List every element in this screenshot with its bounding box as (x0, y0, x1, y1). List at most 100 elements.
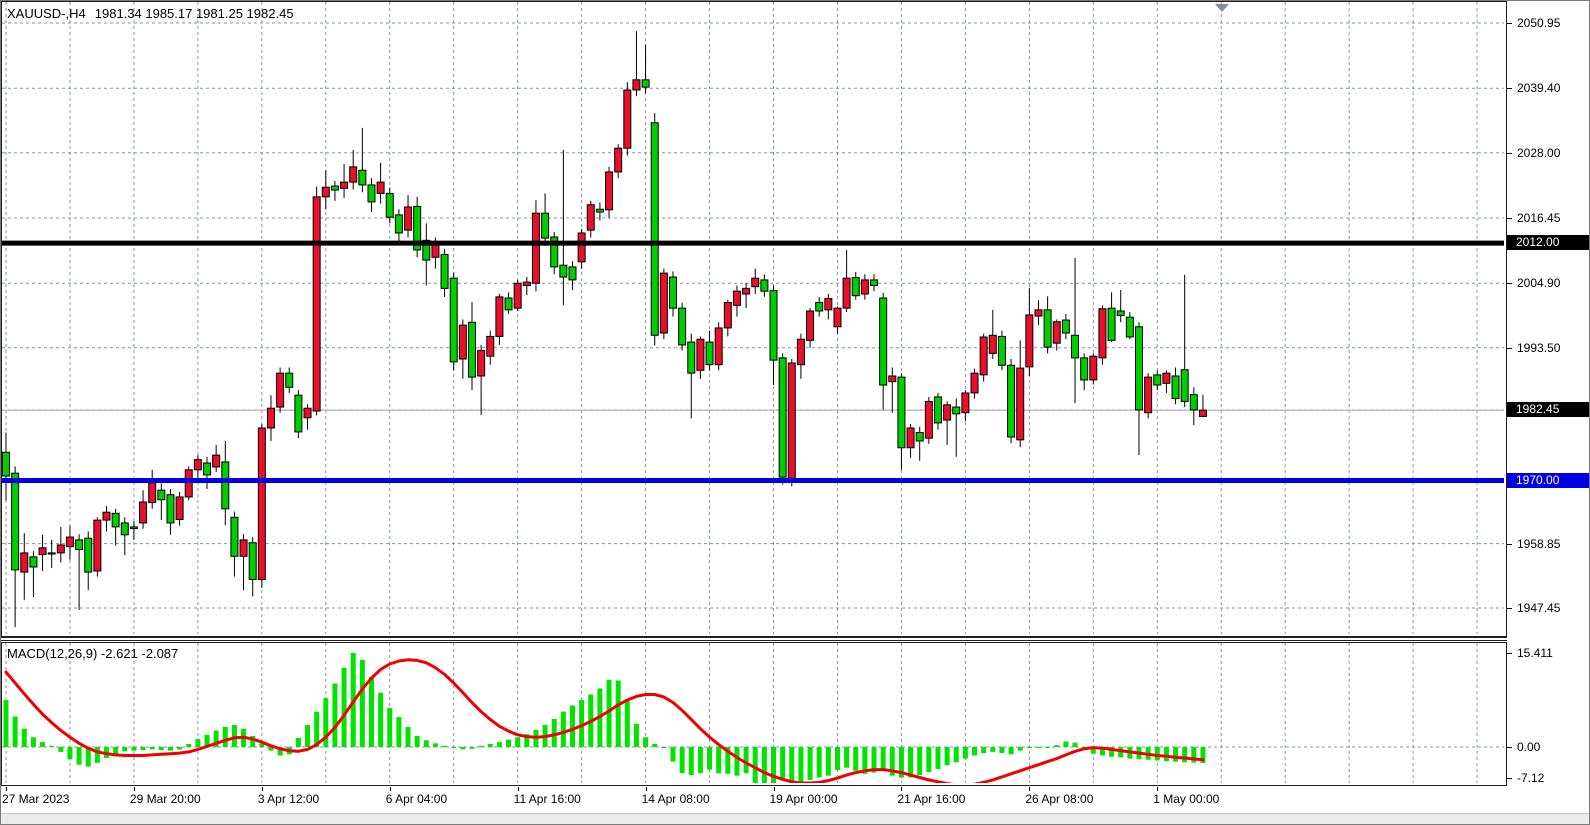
bear-candle[interactable] (504, 297, 513, 311)
bear-candle[interactable] (84, 537, 93, 573)
bull-candle[interactable] (1098, 308, 1107, 359)
bull-candle[interactable] (458, 324, 467, 360)
bull-candle[interactable] (321, 186, 330, 198)
bear-candle[interactable] (385, 192, 394, 218)
bear-candle[interactable] (285, 372, 294, 388)
bear-candle[interactable] (705, 341, 714, 366)
bull-candle[interactable] (522, 281, 531, 287)
bull-candle[interactable] (742, 287, 751, 295)
bull-candle[interactable] (1016, 367, 1025, 441)
price-chart-canvas[interactable] (2, 2, 1504, 634)
bull-candle[interactable] (586, 204, 595, 231)
bull-candle[interactable] (723, 302, 732, 329)
bull-candle[interactable] (751, 277, 760, 288)
bear-candle[interactable] (778, 357, 787, 478)
bull-candle[interactable] (824, 298, 833, 311)
bear-candle[interactable] (29, 556, 38, 568)
bull-candle[interactable] (605, 171, 614, 211)
bull-candle[interactable] (404, 206, 413, 231)
bull-candle[interactable] (1025, 314, 1034, 368)
bull-candle[interactable] (888, 375, 897, 383)
bear-candle[interactable] (394, 214, 403, 234)
bear-candle[interactable] (1107, 307, 1116, 341)
bear-candle[interactable] (1180, 369, 1189, 402)
bear-candle[interactable] (75, 539, 84, 551)
bear-candle[interactable] (650, 122, 659, 336)
bear-candle[interactable] (221, 461, 230, 510)
bear-candle[interactable] (870, 279, 879, 287)
bear-candle[interactable] (550, 236, 559, 268)
bear-candle[interactable] (595, 208, 604, 213)
bear-candle[interactable] (669, 276, 678, 309)
bear-candle[interactable] (851, 277, 860, 297)
bull-candle[interactable] (495, 296, 504, 337)
bull-candle[interactable] (312, 196, 321, 412)
bear-candle[interactable] (2, 451, 10, 477)
bull-candle[interactable] (102, 511, 111, 521)
bear-candle[interactable] (1043, 309, 1052, 348)
macd-canvas[interactable] (2, 643, 1504, 783)
bull-candle[interactable] (1162, 372, 1171, 384)
bull-candle[interactable] (796, 338, 805, 366)
bull-candle[interactable] (38, 547, 47, 556)
bull-candle[interactable] (257, 427, 266, 580)
bull-candle[interactable] (276, 372, 285, 408)
bull-candle[interactable] (184, 469, 193, 498)
bull-candle[interactable] (1144, 376, 1153, 414)
bear-candle[interactable] (422, 239, 431, 261)
bear-candle[interactable] (248, 542, 257, 580)
bull-candle[interactable] (193, 459, 202, 471)
bear-candle[interactable] (230, 516, 239, 557)
bull-candle[interactable] (1034, 309, 1043, 317)
bull-candle[interactable] (623, 89, 632, 149)
bull-candle[interactable] (1052, 321, 1061, 344)
bear-candle[interactable] (1134, 326, 1143, 411)
bear-candle[interactable] (1171, 375, 1180, 400)
bear-candle[interactable] (157, 489, 166, 501)
bull-candle[interactable] (65, 536, 74, 548)
bear-candle[interactable] (687, 341, 696, 374)
bull-candle[interactable] (860, 279, 869, 295)
bull-candle[interactable] (513, 282, 522, 309)
bull-candle[interactable] (1089, 355, 1098, 381)
bull-candle[interactable] (833, 307, 842, 328)
bull-candle[interactable] (943, 404, 952, 421)
bull-candle[interactable] (349, 166, 358, 183)
bear-candle[interactable] (559, 264, 568, 278)
bear-candle[interactable] (933, 396, 942, 424)
bear-candle[interactable] (760, 279, 769, 292)
bear-candle[interactable] (294, 394, 303, 433)
bull-candle[interactable] (988, 334, 997, 354)
bear-candle[interactable] (129, 526, 138, 530)
bear-candle[interactable] (413, 205, 422, 251)
bull-candle[interactable] (266, 407, 275, 429)
bull-candle[interactable] (56, 544, 65, 554)
bear-candle[interactable] (367, 184, 376, 203)
bear-candle[interactable] (1125, 316, 1134, 338)
bear-candle[interactable] (166, 494, 175, 524)
bear-candle[interactable] (897, 376, 906, 449)
bear-candle[interactable] (1071, 334, 1080, 359)
bull-candle[interactable] (614, 147, 623, 173)
bull-candle[interactable] (1198, 409, 1207, 417)
bear-candle[interactable] (120, 522, 129, 536)
macd-indicator-panel[interactable] (1, 642, 1507, 786)
bear-candle[interactable] (1153, 374, 1162, 386)
bull-candle[interactable] (93, 519, 102, 572)
bull-candle[interactable] (477, 350, 486, 377)
chart-shift-marker-icon[interactable] (1215, 4, 1229, 12)
bull-candle[interactable] (139, 501, 148, 524)
bull-candle[interactable] (842, 277, 851, 309)
bear-candle[interactable] (915, 432, 924, 442)
bear-candle[interactable] (1189, 394, 1198, 411)
bear-candle[interactable] (1007, 364, 1016, 438)
bear-candle[interactable] (541, 212, 550, 239)
bull-candle[interactable] (979, 336, 988, 376)
bear-candle[interactable] (449, 277, 458, 363)
bull-candle[interactable] (961, 392, 970, 414)
bull-candle[interactable] (20, 552, 29, 573)
bear-candle[interactable] (1080, 357, 1089, 381)
bull-candle[interactable] (486, 335, 495, 357)
bear-candle[interactable] (1116, 310, 1125, 317)
bull-candle[interactable] (148, 482, 157, 504)
